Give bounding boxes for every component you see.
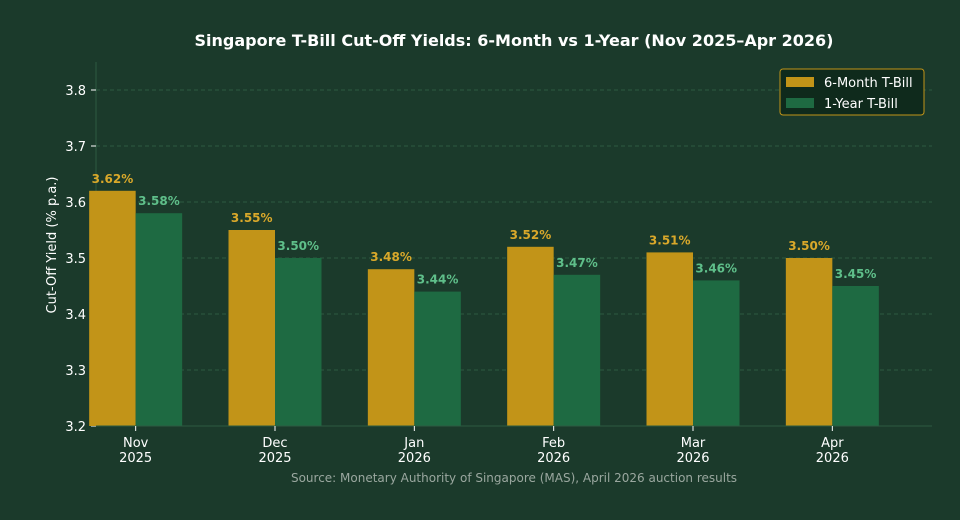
y-tick-label: 3.3 bbox=[65, 364, 86, 379]
x-tick-label: Feb bbox=[542, 436, 565, 451]
bar bbox=[507, 246, 554, 426]
x-tick-label: 2025 bbox=[119, 451, 152, 466]
y-axis-label: Cut-Off Yield (% p.a.) bbox=[45, 177, 60, 314]
legend-swatch bbox=[786, 98, 814, 108]
x-tick-label: 2026 bbox=[816, 451, 849, 466]
x-tick-label: 2026 bbox=[537, 451, 570, 466]
x-tick-label: 2026 bbox=[398, 451, 431, 466]
source-note: Source: Monetary Authority of Singapore … bbox=[291, 471, 737, 485]
bar bbox=[275, 258, 322, 426]
bar bbox=[414, 291, 461, 426]
y-tick-label: 3.7 bbox=[65, 140, 86, 155]
y-tick-label: 3.4 bbox=[65, 308, 86, 323]
bar bbox=[785, 258, 833, 426]
bar bbox=[646, 252, 693, 426]
bars bbox=[89, 190, 879, 426]
y-axis: 3.2 3.3 3.4 3.5 3.6 3.7 3.8 bbox=[65, 62, 97, 435]
data-label: 3.52% bbox=[510, 228, 552, 242]
x-tick-label: Jan bbox=[403, 436, 424, 451]
bar bbox=[135, 213, 183, 426]
data-label: 3.44% bbox=[417, 273, 459, 287]
x-tick-label: 2025 bbox=[258, 451, 291, 466]
data-label: 3.50% bbox=[788, 239, 830, 253]
legend-swatch bbox=[786, 77, 814, 87]
y-tick-label: 3.8 bbox=[65, 84, 86, 99]
legend-label: 6-Month T-Bill bbox=[824, 76, 913, 91]
data-label: 3.45% bbox=[835, 267, 877, 281]
y-tick-label: 3.5 bbox=[65, 252, 86, 267]
data-label: 3.50% bbox=[277, 239, 319, 253]
legend-label: 1-Year T-Bill bbox=[824, 97, 898, 112]
legend: 6-Month T-Bill 1-Year T-Bill bbox=[779, 68, 925, 116]
bar bbox=[367, 269, 415, 426]
x-tick-label: Apr bbox=[821, 436, 844, 451]
data-label: 3.51% bbox=[649, 233, 691, 247]
x-tick-label: 2026 bbox=[676, 451, 709, 466]
data-label: 3.55% bbox=[231, 211, 273, 225]
x-tick-label: Mar bbox=[681, 436, 706, 451]
y-tick-label: 3.2 bbox=[65, 420, 86, 435]
data-label: 3.48% bbox=[370, 250, 412, 264]
data-labels: 3.62% 3.58% 3.55% 3.50% 3.48% 3.44% 3.52% 3.47%… bbox=[92, 172, 877, 287]
x-axis: Nov2025Dec2025Jan2026Feb2026Mar2026Apr20… bbox=[96, 425, 932, 466]
x-tick-label: Nov bbox=[123, 436, 149, 451]
data-label: 3.47% bbox=[556, 256, 598, 270]
x-tick-label: Dec bbox=[262, 436, 287, 451]
data-label: 3.62% bbox=[92, 172, 134, 186]
bar bbox=[553, 274, 601, 426]
bar bbox=[89, 190, 136, 426]
bar bbox=[693, 280, 740, 426]
data-label: 3.46% bbox=[695, 261, 737, 275]
y-tick-label: 3.6 bbox=[65, 196, 86, 211]
chart-title: Singapore T-Bill Cut-Off Yields: 6-Month… bbox=[195, 31, 834, 50]
bar bbox=[832, 286, 879, 426]
data-label: 3.58% bbox=[138, 194, 180, 208]
legend-box bbox=[779, 68, 925, 116]
bar bbox=[228, 230, 275, 426]
